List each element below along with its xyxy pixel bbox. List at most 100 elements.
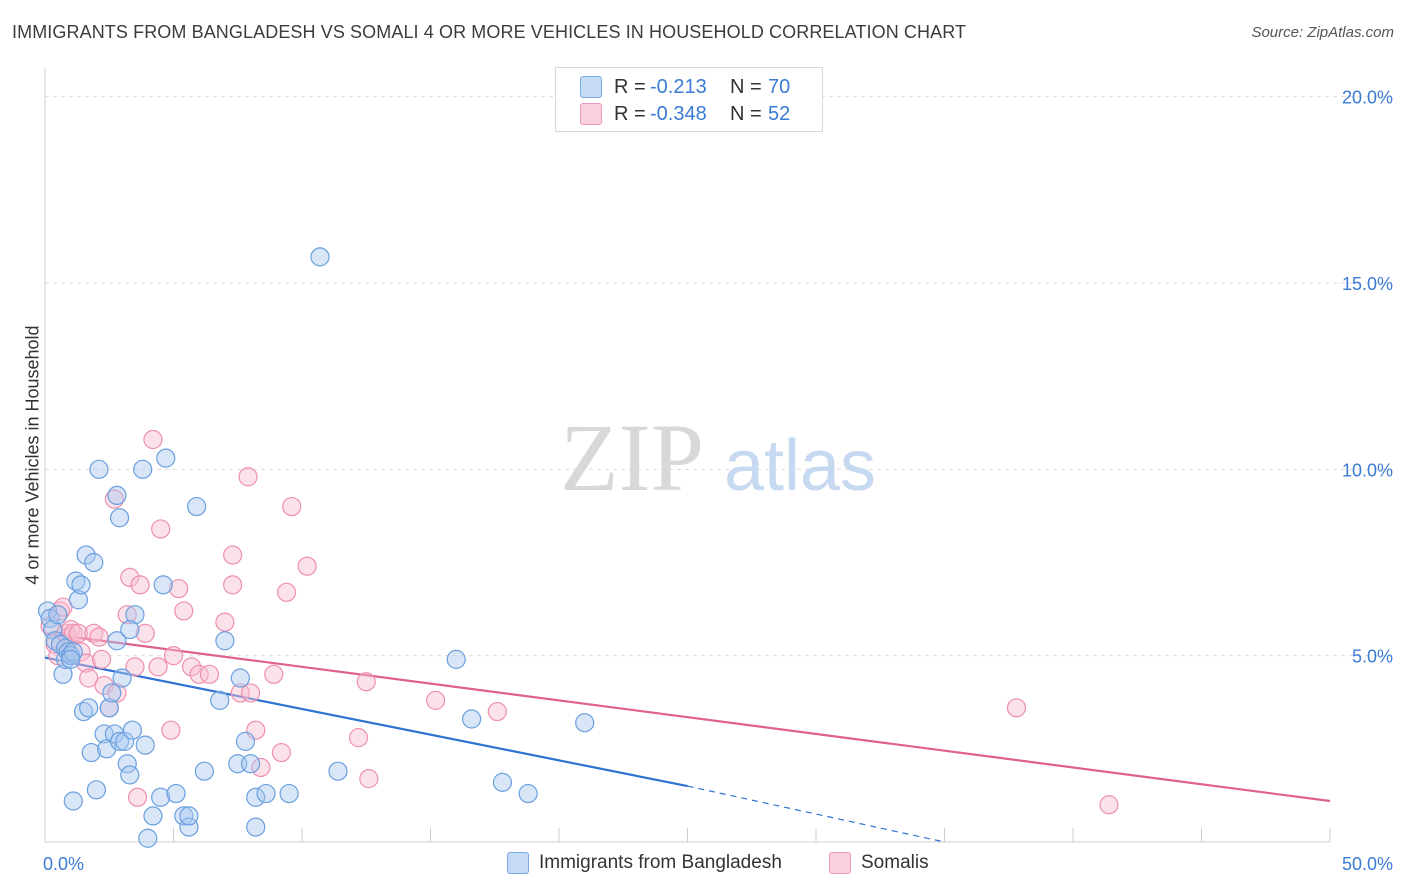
data-point-bangladesh [73, 701, 94, 722]
chart-title: IMMIGRANTS FROM BANGLADESH VS SOMALI 4 O… [12, 22, 967, 42]
data-point-somalis [189, 664, 209, 684]
data-point-bangladesh [53, 664, 73, 684]
data-point-somalis [215, 612, 235, 632]
data-point-somalis [356, 672, 376, 692]
data-point-bangladesh [76, 545, 96, 565]
data-point-bangladesh [215, 631, 235, 651]
data-point-bangladesh [246, 787, 266, 807]
data-point-bangladesh [117, 754, 137, 774]
data-point-somalis [487, 701, 507, 722]
y-tick-label: 15.0% [1342, 274, 1393, 294]
data-point-somalis [1006, 698, 1027, 718]
data-point-bangladesh [37, 601, 58, 621]
y-tick-label: 5.0% [1352, 647, 1393, 667]
data-point-bangladesh [71, 575, 91, 595]
data-point-somalis [76, 653, 96, 673]
data-point-bangladesh [241, 754, 261, 774]
data-point-bangladesh [102, 683, 122, 703]
data-point-bangladesh [462, 709, 482, 729]
data-point-somalis [161, 720, 181, 740]
legend-swatch-pink [580, 103, 602, 125]
data-point-bangladesh [151, 787, 171, 807]
data-point-bangladesh [86, 780, 107, 800]
r-value: -0.213 [650, 75, 707, 98]
data-point-bangladesh [94, 724, 114, 744]
data-point-somalis [107, 683, 127, 703]
data-point-somalis [238, 467, 258, 487]
data-point-somalis [63, 623, 83, 643]
source-label: Source: ZipAtlas.com [1251, 24, 1394, 41]
data-point-somalis [163, 646, 184, 666]
data-point-bangladesh [63, 642, 83, 662]
series-legend: Immigrants from Bangladesh Somalis [0, 850, 1406, 878]
data-point-somalis [271, 742, 292, 763]
data-point-bangladesh [518, 783, 538, 804]
data-point-somalis [130, 575, 150, 595]
data-point-bangladesh [133, 459, 153, 479]
legend-label-bangladesh: Immigrants from Bangladesh [539, 852, 782, 873]
r-label: R = [614, 75, 646, 98]
series-bangladesh [37, 247, 595, 848]
data-point-bangladesh [79, 698, 99, 718]
watermark-atlas: atlas [724, 426, 876, 506]
data-point-bangladesh [115, 731, 135, 751]
data-point-somalis [223, 545, 243, 565]
data-point-bangladesh [81, 742, 101, 763]
data-point-bangladesh [107, 631, 127, 651]
series-somalis [40, 429, 1119, 815]
data-point-bangladesh [125, 605, 145, 625]
correlation-legend: R = -0.213 N = 70 R = -0.348 N = 52 [555, 67, 823, 132]
legend-label-somalis: Somalis [861, 852, 929, 873]
y-tick-label: 10.0% [1342, 460, 1393, 480]
watermark: ZIP atlas [560, 404, 876, 511]
x-tick-label: 50.0% [1342, 854, 1393, 874]
data-point-bangladesh [66, 571, 86, 591]
legend-item-bangladesh[interactable]: Immigrants from Bangladesh [507, 852, 782, 874]
data-point-bangladesh [107, 485, 127, 506]
data-point-bangladesh [89, 459, 109, 479]
data-point-somalis [169, 578, 189, 599]
data-point-somalis [264, 664, 284, 684]
data-point-bangladesh [143, 806, 163, 826]
data-point-bangladesh [492, 772, 513, 792]
data-point-bangladesh [328, 761, 348, 781]
y-tick-label: 20.0% [1342, 88, 1393, 108]
data-point-bangladesh [55, 649, 76, 669]
data-point-somalis [223, 575, 243, 595]
data-point-bangladesh [48, 605, 68, 625]
data-point-somalis [84, 623, 104, 643]
data-point-somalis [181, 657, 202, 677]
data-point-somalis [151, 519, 171, 539]
data-point-bangladesh [235, 731, 256, 751]
data-point-somalis [1099, 795, 1119, 815]
data-point-somalis [125, 657, 145, 677]
data-point-somalis [89, 627, 109, 647]
data-point-bangladesh [179, 806, 199, 826]
data-point-bangladesh [45, 631, 65, 651]
data-point-bangladesh [194, 761, 214, 781]
data-point-somalis [359, 769, 379, 789]
n-label: N = [730, 102, 762, 125]
data-point-bangladesh [43, 619, 63, 640]
data-point-bangladesh [310, 247, 330, 267]
data-point-somalis [282, 496, 302, 517]
legend-item-somalis[interactable]: Somalis [829, 852, 929, 874]
data-point-bangladesh [99, 698, 119, 718]
data-point-bangladesh [84, 552, 104, 573]
data-point-bangladesh [256, 783, 276, 804]
n-value: 70 [768, 75, 791, 98]
grid-lines [45, 96, 1392, 657]
data-point-bangladesh [135, 735, 155, 755]
data-point-bangladesh [138, 828, 158, 848]
axes [44, 68, 1331, 843]
data-point-somalis [230, 683, 250, 703]
data-point-somalis [276, 582, 297, 602]
data-point-somalis [58, 627, 78, 647]
data-point-somalis [135, 623, 155, 643]
data-point-somalis [120, 567, 140, 587]
data-point-bangladesh [179, 817, 199, 837]
data-point-bangladesh [230, 668, 250, 688]
data-point-bangladesh [68, 590, 89, 610]
data-point-somalis [117, 605, 137, 625]
